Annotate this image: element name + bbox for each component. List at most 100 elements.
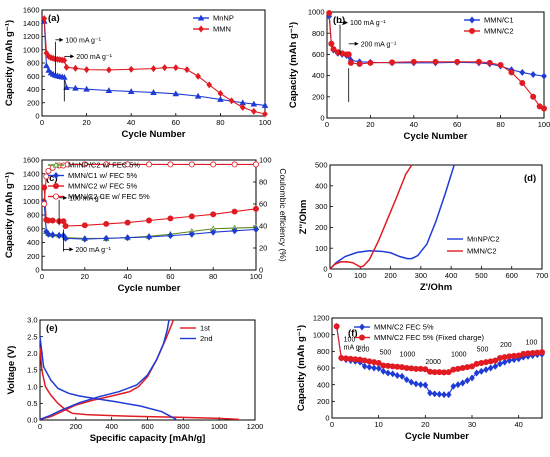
rate-label: 500: [477, 346, 489, 353]
data-point: [468, 363, 475, 370]
x-axis-label: Cycle number: [118, 283, 181, 294]
legend-marker: [198, 25, 204, 33]
data-point: [454, 58, 461, 65]
y-tick-label: 1600: [23, 156, 40, 165]
y-tick-label: 200: [27, 252, 40, 261]
y-tick-label: 0: [323, 265, 327, 274]
data-point: [124, 161, 131, 168]
legend-marker: [52, 161, 60, 168]
data-point: [403, 376, 410, 384]
y-tick-label: 0: [35, 112, 39, 121]
data-point: [145, 217, 152, 224]
panel-label: (d): [524, 173, 536, 184]
y-tick-label: 1200: [23, 183, 40, 192]
data-point: [441, 391, 447, 399]
y-tick-label: 1400: [23, 169, 40, 178]
y-tick-label: 200: [315, 223, 328, 232]
y-tick-label: 1600: [23, 6, 40, 15]
y-tick-label: 600: [27, 72, 40, 81]
series-mmn-c2-fec-5-: [333, 322, 545, 399]
data-point: [380, 367, 387, 375]
data-point: [347, 59, 354, 66]
series-1st: [39, 319, 239, 421]
data-point: [432, 58, 439, 65]
x-tick-label: 600: [141, 422, 154, 431]
series-mmn-c2: [329, 164, 413, 270]
series-mmn: [41, 15, 268, 118]
series-mmn-c2-ce-w-fec-5-: [41, 161, 259, 207]
data-point: [497, 62, 504, 69]
x-tick-label: 40: [127, 118, 135, 127]
y-tick-label: 400: [27, 238, 40, 247]
data-point: [56, 232, 63, 240]
data-point: [64, 161, 71, 168]
data-point: [497, 360, 503, 368]
data-point: [326, 10, 333, 17]
data-point: [330, 46, 337, 53]
data-point: [530, 93, 537, 100]
rate-label: 1000: [451, 351, 467, 358]
legend-label: MnNP: [213, 14, 234, 23]
data-point: [41, 200, 48, 207]
legend-label: MMN/C2 FEC 5%: [374, 323, 434, 332]
data-point: [361, 362, 368, 370]
data-point: [81, 235, 88, 243]
y-tick-label: 500: [315, 161, 328, 170]
data-point: [43, 173, 50, 180]
data-point: [436, 390, 443, 398]
data-point: [231, 161, 238, 168]
data-point: [252, 205, 259, 212]
x-tick-label: 20: [366, 120, 374, 129]
x-tick-label: 100: [538, 120, 550, 129]
x-tick-label: 400: [105, 422, 118, 431]
x-tick-label: 200: [384, 271, 397, 280]
x-tick-label: 40: [514, 420, 522, 429]
rate-label: 2000: [425, 359, 441, 366]
series-line: [39, 336, 177, 420]
x-tick-label: 100: [250, 272, 263, 281]
series-line: [329, 164, 413, 270]
data-point: [62, 234, 69, 242]
data-point: [72, 64, 79, 72]
y-tick-label: 3.0: [27, 316, 37, 325]
legend-marker: [359, 323, 365, 331]
legend-label: MMN: [213, 25, 231, 34]
data-point: [519, 80, 526, 87]
annotation-label: 100 mA g⁻¹: [65, 37, 101, 44]
data-point: [389, 370, 396, 378]
data-point: [450, 382, 457, 390]
y-tick-label: 400: [315, 181, 328, 190]
data-point: [167, 215, 174, 222]
y-tick-label: 0.5: [27, 399, 37, 408]
series-line: [39, 319, 175, 421]
legend-label: 1st: [200, 324, 211, 333]
x-tick-label: 100: [354, 271, 367, 280]
annotation-label: 200 mA g⁻¹: [361, 41, 397, 48]
data-point: [210, 228, 217, 236]
data-point: [206, 81, 213, 89]
legend-label: 2nd: [200, 334, 213, 343]
legend-marker: [53, 193, 60, 200]
y-axis-label: Capacity (mAh g⁻¹): [4, 172, 15, 258]
y-tick-label: 2.5: [27, 332, 37, 341]
x-tick-label: 300: [415, 271, 428, 280]
data-point: [45, 230, 52, 238]
data-point: [146, 233, 152, 241]
data-point: [128, 65, 135, 73]
data-point: [455, 381, 461, 389]
annotation-label: 100 mA g⁻¹: [350, 20, 386, 27]
data-point: [228, 97, 235, 105]
y2-tick-label: 80: [259, 178, 267, 187]
data-point: [459, 379, 466, 387]
data-point: [103, 234, 110, 242]
legend-label: MMN/C1 w/ FEC 5%: [68, 171, 138, 180]
data-point: [413, 380, 419, 388]
y-tick-label: 400: [27, 85, 40, 94]
y-tick-label: 0: [325, 414, 329, 423]
x-axis-label: Cycle Number: [404, 131, 468, 142]
x-tick-label: 80: [496, 120, 504, 129]
y-tick-label: 1400: [23, 19, 40, 28]
y-axis-label: Voltage (V): [6, 346, 17, 395]
